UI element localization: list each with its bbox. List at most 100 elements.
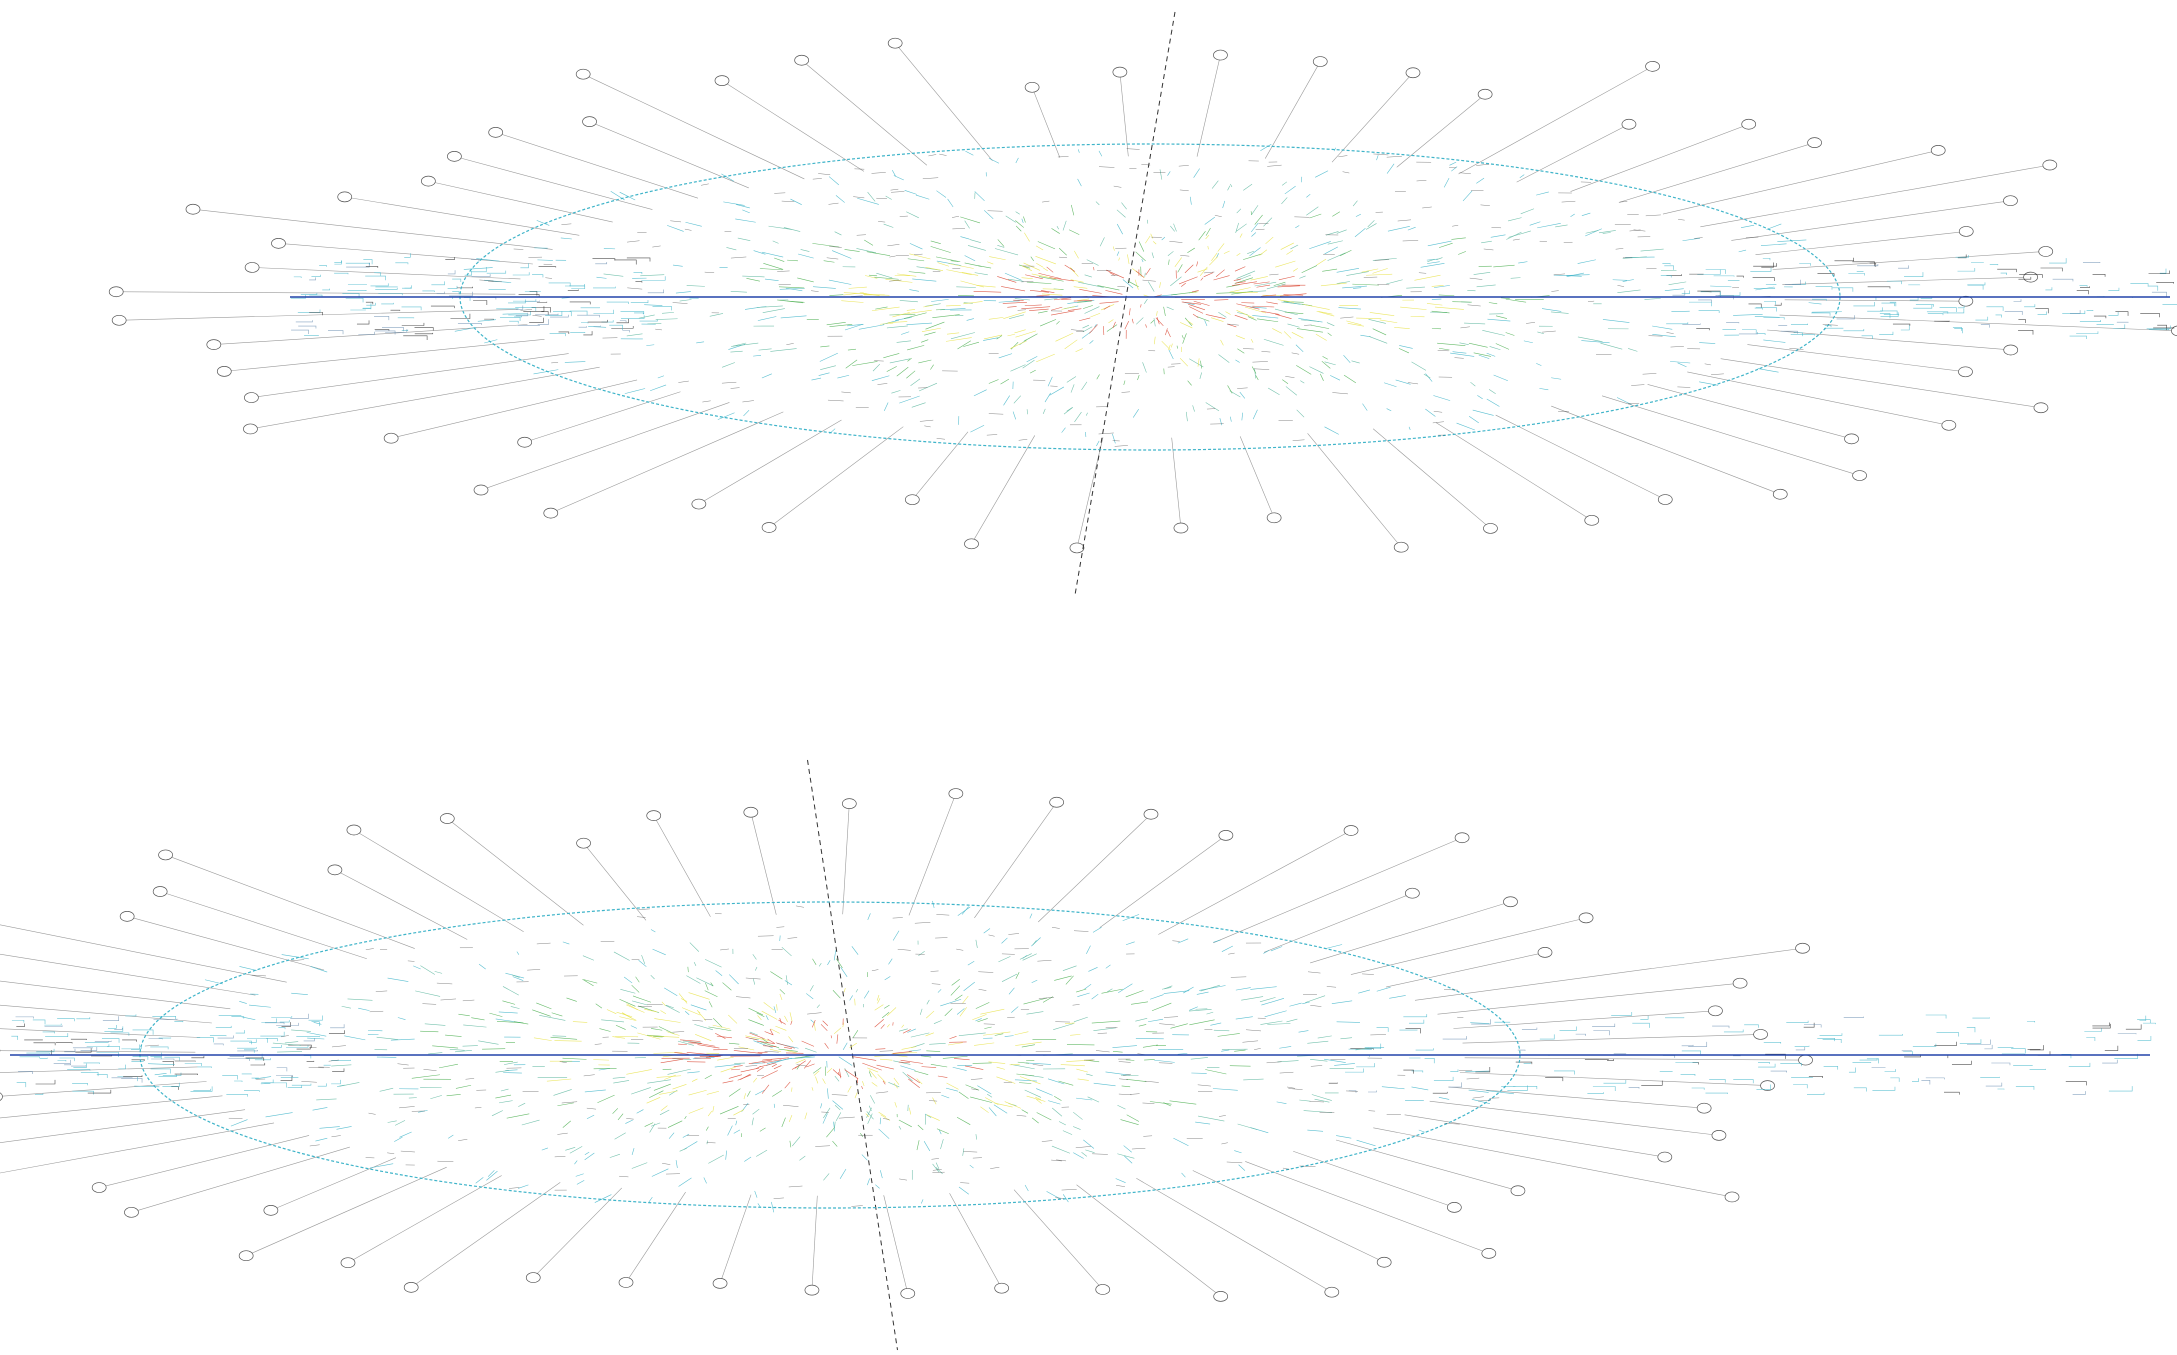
mesh-segment: [1652, 334, 1676, 338]
mesh-segment: [280, 1035, 289, 1038]
mesh-segment: [877, 383, 888, 385]
mesh-segment: [1238, 1164, 1246, 1171]
tail-mesh-segment: [362, 303, 372, 309]
callout-bubble: [403, 1281, 419, 1293]
mesh-segment: [1407, 226, 1416, 231]
mesh-segment: [291, 992, 308, 995]
mesh-segment: [1281, 197, 1288, 205]
mesh-segment: [820, 345, 830, 348]
tail-mesh-segment: [1793, 1084, 1808, 1089]
mesh-segment: [844, 249, 860, 252]
mesh-segment: [1668, 281, 1687, 285]
mesh-segment: [833, 1027, 842, 1035]
mesh-segment: [1150, 233, 1154, 239]
mesh-segment: [733, 1109, 745, 1116]
mesh-segment: [770, 1028, 780, 1034]
mesh-segment: [1237, 387, 1248, 389]
leader-line: [653, 815, 711, 917]
tail-mesh-segment: [1672, 290, 1686, 296]
mesh-segment: [936, 190, 947, 198]
mesh-segment: [867, 913, 871, 921]
mesh-segment: [795, 905, 805, 908]
mesh-segment: [994, 248, 1019, 256]
leader-line: [131, 1146, 350, 1213]
tail-mesh-segment: [311, 274, 321, 277]
mesh-segment: [784, 980, 793, 986]
leader-line: [1779, 314, 2177, 332]
mesh-segment: [1376, 986, 1391, 992]
mesh-segment: [307, 1037, 325, 1040]
callout-bubble: [1753, 1029, 1768, 1040]
tail-mesh-segment: [1592, 1023, 1616, 1028]
leader-line: [1264, 892, 1413, 953]
mesh-segment: [1150, 994, 1164, 1000]
tail-mesh-segment: [1726, 322, 1740, 324]
tail-mesh-segment: [1715, 295, 1734, 300]
mesh-segment: [1670, 346, 1684, 348]
mesh-segment: [1173, 223, 1177, 232]
mesh-segment: [753, 250, 766, 255]
mesh-segment: [1789, 347, 1804, 350]
mesh-segment: [1465, 1070, 1490, 1072]
mesh-segment: [947, 198, 954, 208]
mesh-segment: [922, 177, 939, 180]
callout-bubble: [743, 806, 759, 818]
mesh-segment: [428, 1052, 443, 1055]
mesh-segment: [834, 231, 842, 236]
tail-mesh-segment: [422, 290, 435, 293]
mesh-segment: [1227, 185, 1231, 191]
mesh-segment: [1024, 232, 1030, 242]
leader-line: [0, 1004, 212, 1024]
callout-bubble: [1393, 541, 1409, 553]
mesh-segment: [997, 276, 1017, 283]
mesh-segment: [906, 309, 916, 311]
leader-line: [1245, 1161, 1489, 1254]
tail-mesh-segment: [158, 1074, 177, 1077]
tail-mesh-segment: [16, 1082, 27, 1088]
mesh-segment: [829, 246, 842, 248]
mesh-segment: [1368, 319, 1386, 324]
mesh-segment: [785, 1049, 797, 1054]
tail-mesh-segment: [1795, 1046, 1806, 1051]
mesh-segment: [1281, 181, 1288, 186]
mesh-segment: [903, 312, 927, 319]
mesh-segment: [1278, 275, 1295, 281]
mesh-segment: [847, 348, 856, 351]
mesh-segment: [1256, 284, 1271, 288]
mesh-segment: [1073, 1152, 1084, 1159]
mesh-segment: [797, 277, 814, 283]
leader-line: [719, 1194, 752, 1284]
mesh-segment: [1374, 259, 1390, 261]
tail-mesh-segment: [2092, 1023, 2111, 1029]
tail-mesh-segment: [403, 335, 428, 341]
mesh-segment: [1362, 403, 1368, 411]
mesh-segment: [498, 1011, 518, 1014]
mesh-segment: [909, 289, 919, 292]
mesh-segment: [1777, 239, 1807, 242]
mesh-segment: [930, 246, 951, 253]
mesh-segment: [1044, 392, 1051, 403]
mesh-segment: [907, 345, 925, 351]
mesh-segment: [1500, 297, 1510, 299]
mesh-segment: [1314, 1098, 1330, 1103]
tail-mesh-segment: [2049, 258, 2067, 264]
mesh-segment: [475, 1177, 484, 1184]
mesh-segment: [1203, 271, 1215, 274]
leader-line: [698, 419, 842, 505]
mesh-segment: [844, 1068, 850, 1078]
mesh-segment: [998, 300, 1020, 303]
mesh-segment: [659, 1109, 670, 1116]
mesh-segment: [813, 1070, 820, 1076]
mesh-segment: [650, 929, 656, 933]
mesh-segment: [1426, 303, 1443, 306]
mesh-segment: [1145, 235, 1151, 244]
mesh-segment: [1622, 256, 1647, 259]
tail-mesh-segment: [365, 301, 374, 305]
mesh-segment: [1740, 224, 1755, 228]
mesh-segment: [908, 1049, 922, 1052]
mesh-segment: [1075, 348, 1083, 352]
mesh-segment: [1001, 937, 1008, 944]
mesh-segment: [892, 312, 910, 318]
tail-mesh-segment: [1368, 1090, 1377, 1093]
mesh-segment: [478, 1040, 499, 1045]
